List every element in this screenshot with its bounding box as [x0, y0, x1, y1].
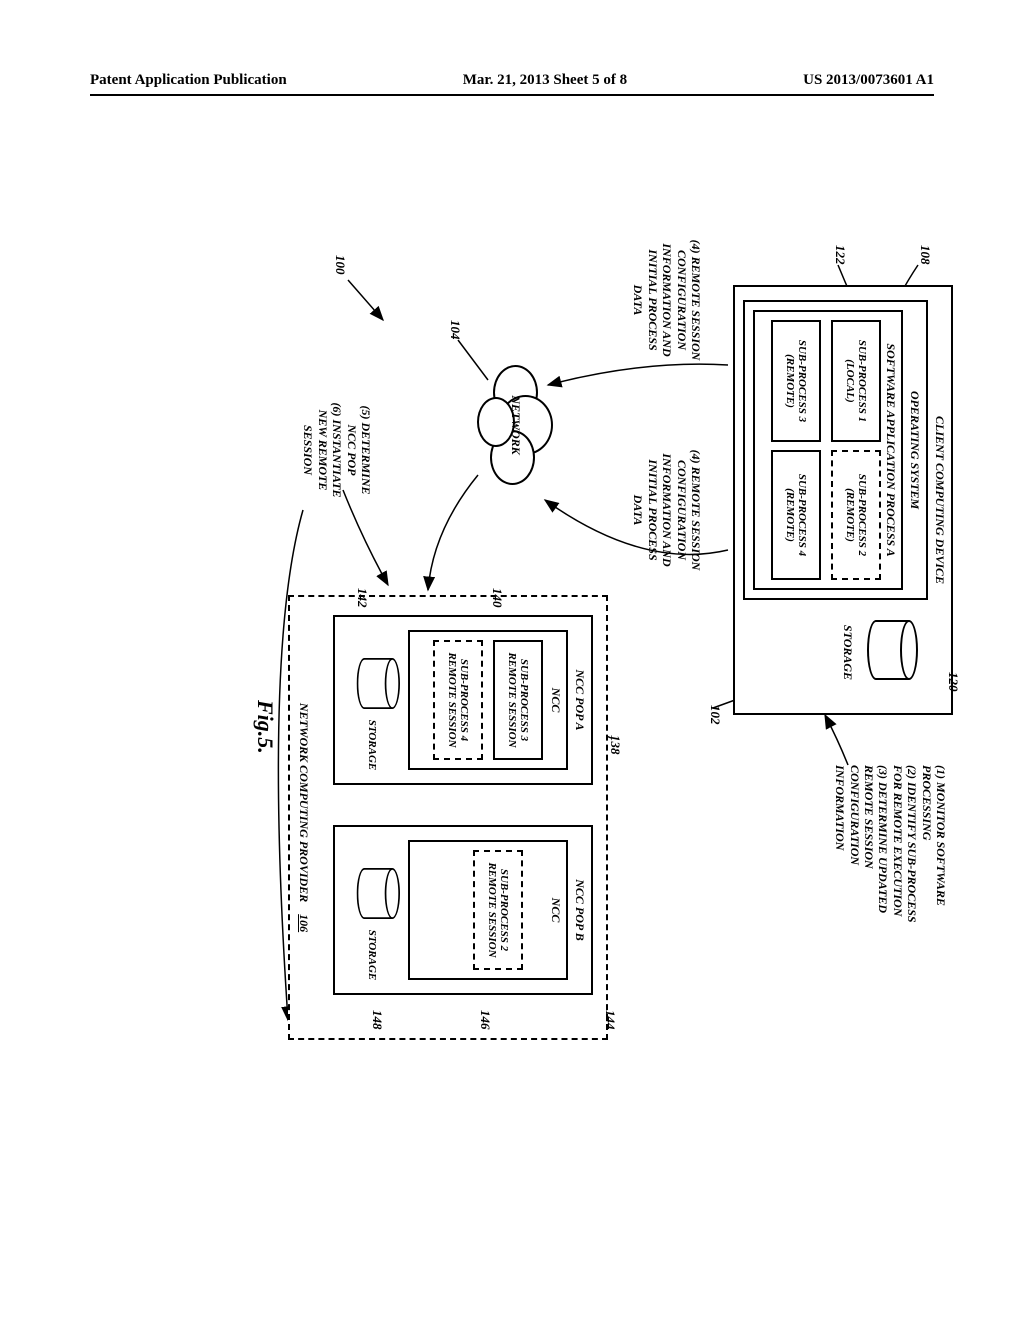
ref-146: 146 — [477, 1010, 493, 1030]
pop-a-storage-label: STORAGE — [365, 710, 378, 780]
pop-a-ncc-box: NCC — [408, 630, 568, 770]
sub-process-4: SUB-PROCESS 4 (REMOTE) — [771, 450, 821, 580]
pop-b-sp2: SUB-PROCESS 2 REMOTE SESSION — [473, 850, 523, 970]
steps-5-6: (5) DETERMINE NCC POP (6) INSTANTIATE NE… — [301, 385, 373, 515]
sub-process-1: SUB-PROCESS 1 (LOCAL) — [831, 320, 881, 442]
steps-1-3: (1) MONITOR SOFTWARE PROCESSING (2) IDEN… — [833, 765, 948, 975]
ref-106: 106 — [297, 914, 311, 932]
sub-process-3: SUB-PROCESS 3 (REMOTE) — [771, 320, 821, 442]
pop-b-storage-label: STORAGE — [365, 920, 378, 990]
ref-104: 104 — [447, 320, 463, 340]
ref-122: 122 — [832, 245, 848, 265]
pop-b-title: NCC POP B — [572, 879, 587, 941]
pop-a-sp3: SUB-PROCESS 3 REMOTE SESSION — [493, 640, 543, 760]
ref-144: 144 — [602, 1010, 618, 1030]
ref-102: 102 — [707, 705, 723, 725]
app-title: SOFTWARE APPLICATION PROCESS A — [883, 343, 898, 556]
os-title: OPERATING SYSTEM — [907, 391, 922, 509]
pop-a-title: NCC POP A — [572, 669, 587, 730]
header-left: Patent Application Publication — [90, 72, 287, 89]
ref-138: 138 — [607, 735, 623, 755]
ref-108: 108 — [917, 245, 933, 265]
network-label: NETWORK — [509, 385, 523, 465]
ref-148: 148 — [369, 1010, 385, 1030]
step4-right: (4) REMOTE SESSION CONFIGURATION INFORMA… — [631, 435, 703, 585]
pop-b-ncc-label: NCC — [548, 898, 563, 923]
header-center: Mar. 21, 2013 Sheet 5 of 8 — [463, 72, 627, 89]
ref-120: 120 — [945, 672, 961, 692]
client-device-title: CLIENT COMPUTING DEVICE — [932, 416, 947, 584]
ref-142: 142 — [354, 588, 370, 608]
sub-process-2: SUB-PROCESS 2 (REMOTE) — [831, 450, 881, 580]
figure-caption: Fig.5. — [252, 700, 278, 754]
header-rule — [90, 94, 934, 96]
ncp-title: NETWORK COMPUTING PROVIDER — [297, 703, 311, 902]
header-right: US 2013/0073601 A1 — [803, 72, 934, 89]
ref-100: 100 — [332, 255, 348, 275]
ref-140: 140 — [489, 588, 505, 608]
figure-inner: CLIENT COMPUTING DEVICE 102 OPERATING SY… — [233, 210, 1003, 1090]
pop-a-sp4: SUB-PROCESS 4 REMOTE SESSION — [433, 640, 483, 760]
client-storage-label: STORAGE — [841, 620, 855, 685]
page-header: Patent Application Publication Mar. 21, … — [0, 72, 1024, 89]
figure-area: CLIENT COMPUTING DEVICE 102 OPERATING SY… — [73, 260, 953, 1030]
step4-left: (4) REMOTE SESSION CONFIGURATION INFORMA… — [631, 225, 703, 375]
pop-a-ncc-label: NCC — [548, 688, 563, 713]
